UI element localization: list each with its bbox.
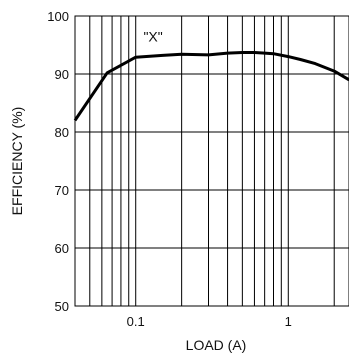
y-tick-label: 60 (55, 241, 69, 256)
x-tick-label: 1 (285, 314, 292, 329)
y-tick-label: 90 (55, 67, 69, 82)
y-tick-label: 50 (55, 299, 69, 314)
x-tick-label: 0.1 (127, 314, 145, 329)
y-axis-label: EFFICIENCY (%) (9, 107, 25, 216)
y-tick-label: 80 (55, 125, 69, 140)
grid (74, 15, 349, 307)
y-tick-label: 70 (55, 183, 69, 198)
y-tick-label: 100 (47, 9, 69, 24)
annotations: "X" (143, 28, 162, 44)
tick-labels: 50 60 70 80 90 100 0.1 1 (47, 9, 292, 329)
plot-frame (74, 15, 349, 307)
series-layer (73, 51, 349, 122)
x-axis-label: LOAD (A) (186, 337, 247, 353)
series-annotation: "X" (143, 28, 162, 44)
efficiency-series-line (73, 51, 349, 122)
